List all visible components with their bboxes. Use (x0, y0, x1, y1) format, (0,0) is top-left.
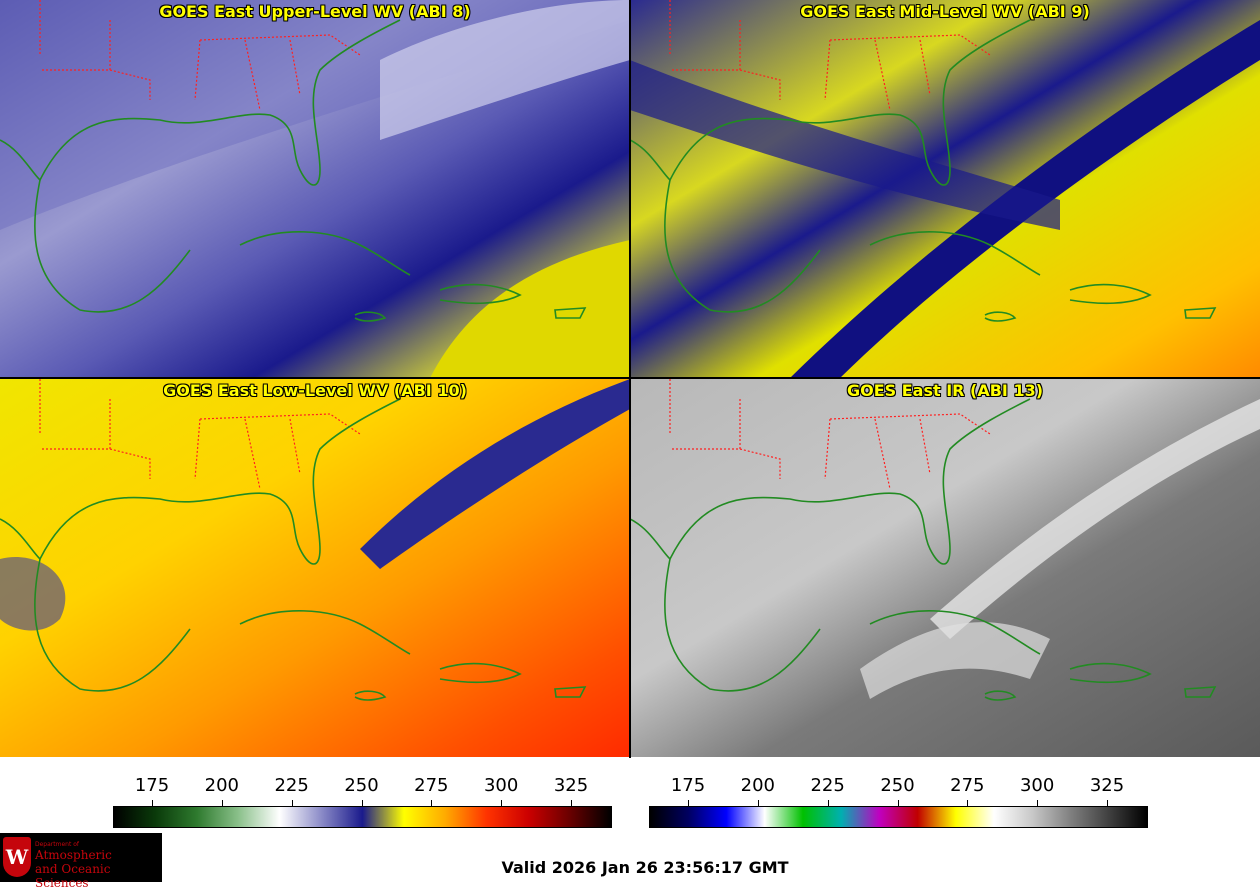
uw-seal-icon: W (3, 837, 31, 877)
tick-label: 200 (740, 775, 776, 796)
tick-mark (431, 800, 433, 806)
coastline (354, 690, 387, 701)
coastline (33, 179, 191, 313)
valid-time: Valid 2026 Jan 26 23:56:17 GMT (501, 858, 789, 877)
tick-mark (897, 800, 899, 806)
tick-label: 300 (1019, 775, 1055, 796)
ir-panel: GOES East IR (ABI 13) (630, 379, 1260, 757)
coastline (354, 311, 387, 322)
coastline (33, 558, 191, 692)
coastline (239, 231, 411, 276)
coastline (869, 231, 1041, 276)
coastline (1069, 662, 1152, 684)
coastline (1184, 686, 1217, 698)
tick-mark (152, 800, 153, 806)
ir-image (630, 379, 1260, 757)
upper-level-wv-panel: GOES East Upper-Level WV (ABI 8) (0, 0, 630, 378)
panel-title: GOES East Mid-Level WV (ABI 9) (800, 2, 1090, 21)
state-border (39, 379, 361, 490)
upper-level-wv-image (0, 0, 630, 378)
coastline (239, 610, 411, 655)
mid-level-wv-panel: GOES East Mid-Level WV (ABI 9) (630, 0, 1260, 378)
tick-mark (1037, 800, 1039, 806)
mid-level-wv-image (630, 0, 1260, 378)
coastline (984, 690, 1017, 701)
coastline (439, 662, 522, 684)
tick-label: 325 (553, 775, 589, 796)
coastline (630, 19, 1031, 186)
tick-label: 175 (134, 775, 170, 796)
tick-label: 275 (414, 775, 449, 796)
coastline (984, 311, 1017, 322)
coastline (663, 179, 821, 313)
tick-label: 275 (950, 775, 985, 796)
tick-mark (361, 800, 363, 806)
tick-mark (967, 800, 969, 806)
coastline (554, 307, 587, 319)
coastline (554, 686, 587, 698)
coastline (663, 558, 821, 692)
panel-title: GOES East IR (ABI 13) (846, 381, 1044, 400)
tick-label: 225 (810, 775, 845, 796)
panel-title: GOES East Low-Level WV (ABI 10) (163, 381, 467, 400)
tick-label: 225 (274, 775, 309, 796)
tick-label: 250 (344, 775, 379, 796)
tick-label: 300 (483, 775, 519, 796)
tick-mark (688, 800, 689, 806)
tick-label: 200 (204, 775, 240, 796)
coastline (630, 398, 1031, 565)
tick-mark (571, 800, 572, 806)
panel-divider-vertical (629, 0, 631, 758)
state-border (669, 379, 991, 490)
coastline (1184, 307, 1217, 319)
tick-mark (827, 800, 829, 806)
low-level-wv-panel: GOES East Low-Level WV (ABI 10) (0, 379, 630, 757)
panel-title: GOES East Upper-Level WV (ABI 8) (159, 2, 471, 21)
tick-mark (291, 800, 293, 806)
coastline (0, 398, 401, 565)
tick-mark (221, 800, 223, 806)
state-border (39, 0, 361, 111)
panel-divider-horizontal (0, 377, 1260, 379)
coastline (869, 610, 1041, 655)
logo-line1: Atmospheric (35, 848, 112, 862)
low-level-wv-image (0, 379, 630, 757)
tick-label: 250 (880, 775, 915, 796)
tick-mark (501, 800, 503, 806)
tick-label: 325 (1089, 775, 1125, 796)
coastline (1069, 283, 1152, 305)
tick-mark (757, 800, 759, 806)
coastline (0, 19, 401, 186)
coastline (439, 283, 522, 305)
wv-colorbar (113, 806, 612, 828)
aos-logo: W Department of Atmospheric and Oceanic … (0, 833, 162, 890)
tick-mark (1107, 800, 1108, 806)
ir-colorbar (649, 806, 1148, 828)
tick-label: 175 (670, 775, 706, 796)
logo-department: Department of (35, 841, 79, 848)
state-border (669, 0, 991, 111)
